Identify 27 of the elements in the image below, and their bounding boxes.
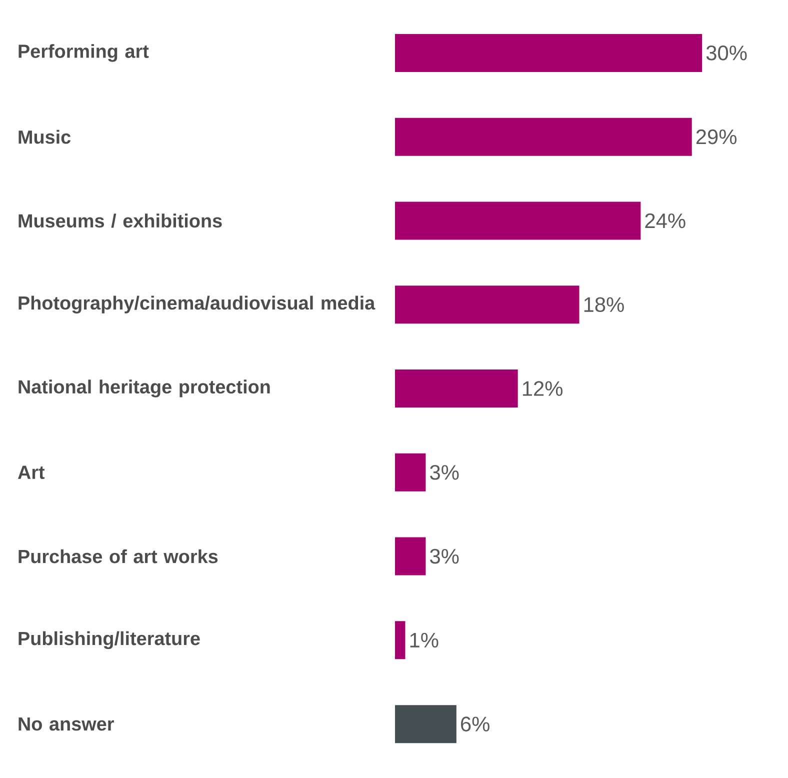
data-label: 3% [430, 548, 459, 564]
bar [395, 453, 426, 492]
data-label: 30% [706, 46, 747, 60]
data-label: 6% [461, 716, 490, 732]
bar [395, 34, 702, 72]
bar [395, 537, 426, 576]
y-tick-label: Photography/cinema/audiovisual media [18, 296, 376, 314]
y-tick-label: Publishing/literature [18, 631, 200, 650]
y-tick-label: Museums / exhibitions [18, 214, 222, 228]
y-tick-label: National heritage protection [18, 380, 270, 398]
data-label: 12% [522, 381, 562, 396]
y-tick-label: Purchase of art works [18, 549, 218, 564]
bar [395, 118, 692, 156]
data-label: 24% [645, 213, 686, 228]
data-label: 1% [410, 632, 438, 648]
y-tick-label: Art [18, 466, 45, 479]
bar [395, 621, 406, 660]
y-tick-label: Music [18, 130, 71, 144]
bar [395, 370, 518, 408]
y-tick-label: Performing art [18, 44, 149, 62]
data-label: 18% [584, 297, 624, 312]
bar [395, 705, 456, 744]
bar [395, 286, 580, 324]
data-label: 3% [430, 464, 459, 480]
y-tick-label: No answer [18, 717, 114, 731]
bar [395, 202, 641, 240]
data-label: 29% [696, 129, 736, 144]
